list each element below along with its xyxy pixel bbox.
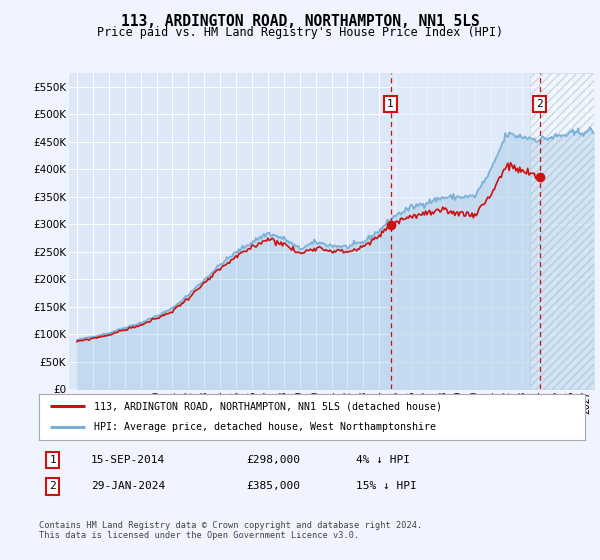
Text: 15% ↓ HPI: 15% ↓ HPI — [356, 482, 416, 492]
Text: 2: 2 — [49, 482, 56, 492]
Text: 113, ARDINGTON ROAD, NORTHAMPTON, NN1 5LS: 113, ARDINGTON ROAD, NORTHAMPTON, NN1 5L… — [121, 14, 479, 29]
Text: 4% ↓ HPI: 4% ↓ HPI — [356, 455, 410, 465]
Text: 1: 1 — [387, 99, 394, 109]
Text: HPI: Average price, detached house, West Northamptonshire: HPI: Average price, detached house, West… — [94, 422, 436, 432]
Text: Contains HM Land Registry data © Crown copyright and database right 2024.
This d: Contains HM Land Registry data © Crown c… — [39, 521, 422, 540]
Text: 29-JAN-2024: 29-JAN-2024 — [91, 482, 165, 492]
Text: 1: 1 — [49, 455, 56, 465]
Bar — [530, 73, 594, 389]
Text: 2: 2 — [536, 99, 543, 109]
Bar — [530, 73, 594, 389]
Text: £385,000: £385,000 — [247, 482, 301, 492]
Bar — [391, 73, 530, 389]
Text: £298,000: £298,000 — [247, 455, 301, 465]
Text: Price paid vs. HM Land Registry's House Price Index (HPI): Price paid vs. HM Land Registry's House … — [97, 26, 503, 39]
Text: 113, ARDINGTON ROAD, NORTHAMPTON, NN1 5LS (detached house): 113, ARDINGTON ROAD, NORTHAMPTON, NN1 5L… — [94, 401, 442, 411]
Text: 15-SEP-2014: 15-SEP-2014 — [91, 455, 165, 465]
